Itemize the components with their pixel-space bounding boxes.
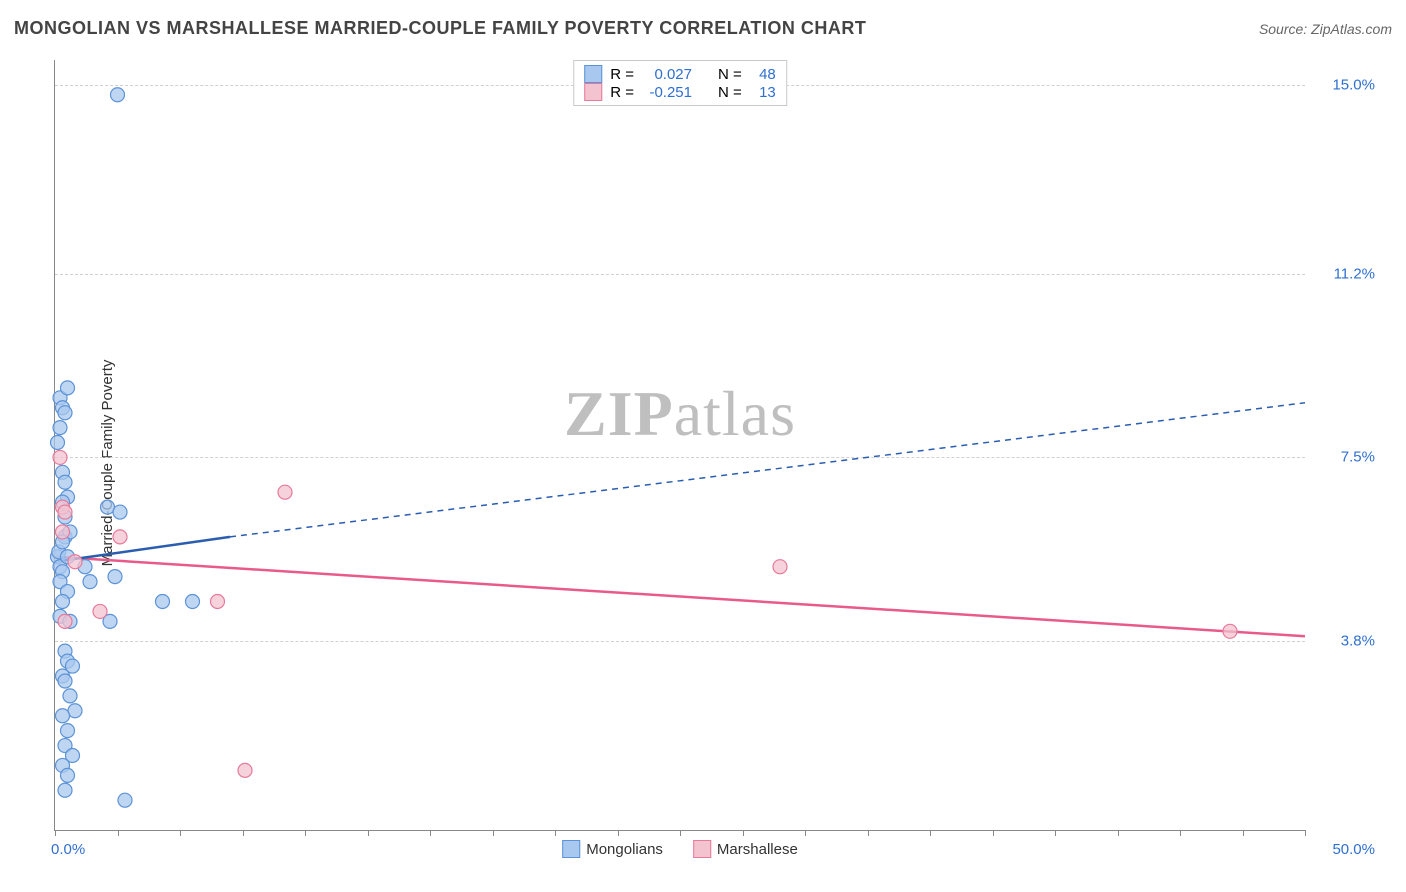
stats-row-marshallese: R = -0.251 N = 13 [584,83,776,101]
chart-title: MONGOLIAN VS MARSHALLESE MARRIED-COUPLE … [14,18,866,39]
scatter-svg [55,60,1305,830]
source-label: Source: ZipAtlas.com [1259,21,1392,37]
legend: Mongolians Marshallese [562,840,798,858]
legend-swatch-marshallese [693,840,711,858]
x-axis-min-label: 0.0% [51,841,85,858]
stats-row-mongolians: R = 0.027 N = 48 [584,65,776,83]
legend-item-marshallese: Marshallese [693,840,798,858]
n-value-mongolians: 48 [750,66,776,83]
r-value-marshallese: -0.251 [642,84,692,101]
x-axis-max-label: 50.0% [1332,841,1375,858]
legend-swatch-mongolians [562,840,580,858]
n-value-marshallese: 13 [750,84,776,101]
chart-container: Married-Couple Family Poverty ZIPatlas 3… [14,50,1392,875]
y-tick-label: 11.2% [1334,265,1375,282]
y-tick-label: 3.8% [1341,633,1375,650]
correlation-stats-box: R = 0.027 N = 48 R = -0.251 N = 13 [573,60,787,106]
legend-item-mongolians: Mongolians [562,840,663,858]
swatch-marshallese [584,83,602,101]
swatch-mongolians [584,65,602,83]
y-tick-label: 7.5% [1341,449,1375,466]
y-tick-label: 15.0% [1332,76,1375,93]
plot-area: ZIPatlas 3.8%7.5%11.2%15.0% 0.0% 50.0% R… [54,60,1305,831]
r-value-mongolians: 0.027 [642,66,692,83]
